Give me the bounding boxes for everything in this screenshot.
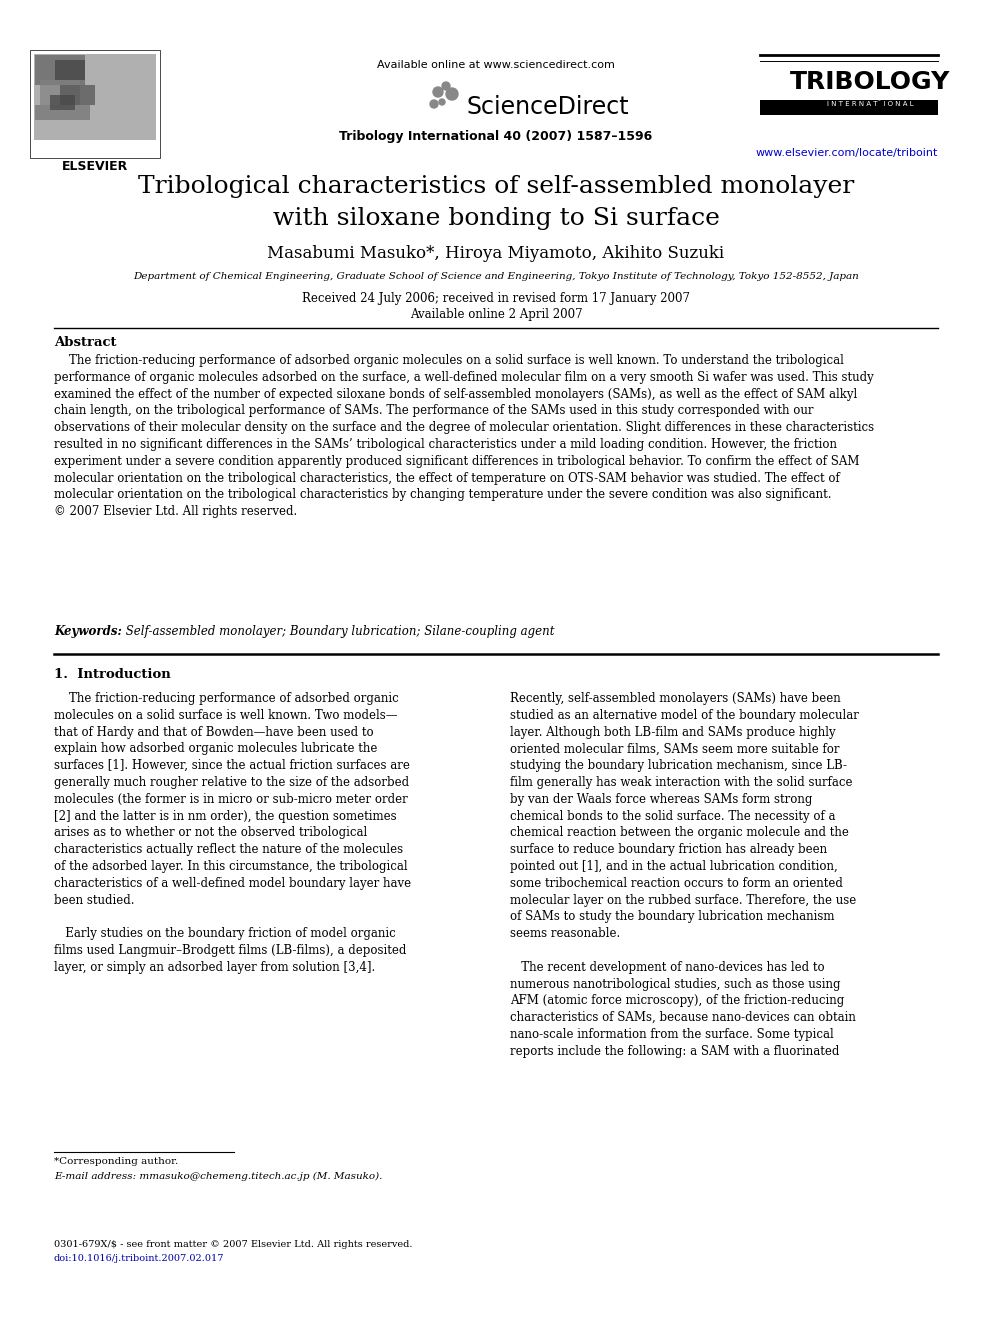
Text: Tribology International 40 (2007) 1587–1596: Tribology International 40 (2007) 1587–1…	[339, 130, 653, 143]
Text: ScienceDirect: ScienceDirect	[466, 95, 629, 119]
Bar	[760, 101, 938, 115]
Text: I N T E R N A T¯ I O N A L: I N T E R N A T¯ I O N A L	[826, 102, 914, 108]
Text: www.elsevier.com/locate/triboint: www.elsevier.com/locate/triboint	[756, 148, 938, 157]
Text: doi:10.1016/j.triboint.2007.02.017: doi:10.1016/j.triboint.2007.02.017	[54, 1254, 224, 1263]
Text: Abstract: Abstract	[54, 336, 116, 349]
Text: 1.  Introduction: 1. Introduction	[54, 668, 171, 681]
Text: Received 24 July 2006; received in revised form 17 January 2007: Received 24 July 2006; received in revis…	[302, 292, 690, 306]
Circle shape	[439, 99, 445, 105]
Circle shape	[446, 89, 458, 101]
Text: The friction-reducing performance of adsorbed organic
molecules on a solid surfa: The friction-reducing performance of ads…	[54, 692, 411, 974]
Bar	[35, 56, 85, 85]
Circle shape	[433, 87, 443, 97]
Circle shape	[442, 82, 450, 90]
Bar	[60, 85, 95, 105]
Text: Tribological characteristics of self-assembled monolayer
with siloxane bonding t: Tribological characteristics of self-ass…	[138, 175, 854, 230]
Text: Keywords:: Keywords:	[54, 624, 122, 638]
Text: Available online at www.sciencedirect.com: Available online at www.sciencedirect.co…	[377, 60, 615, 70]
Text: E-mail address: mmasuko@chemeng.titech.ac.jp (M. Masuko).: E-mail address: mmasuko@chemeng.titech.a…	[54, 1172, 382, 1181]
Circle shape	[430, 101, 438, 108]
Text: TRIBOLOGY: TRIBOLOGY	[790, 70, 950, 94]
Bar	[30, 50, 160, 157]
Text: ELSEVIER: ELSEVIER	[62, 160, 128, 173]
Bar	[34, 54, 156, 140]
Text: Self-assembled monolayer; Boundary lubrication; Silane-coupling agent: Self-assembled monolayer; Boundary lubri…	[122, 624, 555, 638]
Text: 0301-679X/$ - see front matter © 2007 Elsevier Ltd. All rights reserved.: 0301-679X/$ - see front matter © 2007 El…	[54, 1240, 413, 1249]
Text: *Corresponding author.: *Corresponding author.	[54, 1158, 179, 1166]
Bar	[40, 79, 80, 105]
Text: I N T E R N A T¯ I O N A L: I N T E R N A T¯ I O N A L	[826, 101, 914, 107]
Bar	[50, 95, 75, 110]
Text: Recently, self-assembled monolayers (SAMs) have been
studied as an alternative m: Recently, self-assembled monolayers (SAM…	[510, 692, 859, 1058]
Text: Available online 2 April 2007: Available online 2 April 2007	[410, 308, 582, 321]
Bar	[35, 105, 90, 120]
Text: The friction-reducing performance of adsorbed organic molecules on a solid surfa: The friction-reducing performance of ads…	[54, 355, 874, 519]
Bar	[55, 60, 85, 79]
Text: Masabumi Masuko*, Hiroya Miyamoto, Akihito Suzuki: Masabumi Masuko*, Hiroya Miyamoto, Akihi…	[268, 245, 724, 262]
Text: Department of Chemical Engineering, Graduate School of Science and Engineering, : Department of Chemical Engineering, Grad…	[133, 273, 859, 280]
